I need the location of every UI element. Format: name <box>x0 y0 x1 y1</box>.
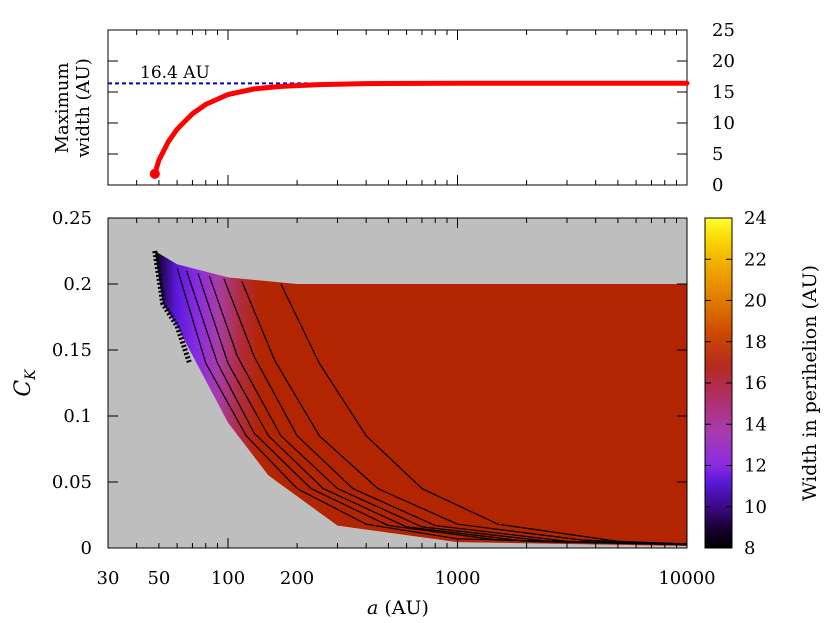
x-tick-label: 200 <box>280 568 314 589</box>
x-tick-label: 10000 <box>658 568 715 589</box>
top-y-tick-label: 25 <box>712 20 735 41</box>
max-width-curve <box>152 80 690 177</box>
top-y-label-line1: Maximum <box>52 63 73 154</box>
x-tick-label: 30 <box>97 568 120 589</box>
bottom-x-label: a (AU) <box>367 597 429 619</box>
bottom-y-tick-label: 0.2 <box>63 274 92 295</box>
colorbar-tick-label: 16 <box>744 373 767 394</box>
x-tick-label: 100 <box>211 568 245 589</box>
bottom-plot-frame <box>107 217 688 549</box>
heatmap-saturated-region <box>280 284 687 546</box>
top-y-tick-label: 10 <box>712 113 735 134</box>
bottom-y-ticks: 0 0.05 0.1 0.15 0.2 0.25 <box>52 208 687 559</box>
colorbar-label: Width in perihelion (AU) <box>799 265 821 501</box>
colorbar-ticks: 8 10 12 14 16 18 20 22 24 <box>705 208 767 559</box>
contour-lines <box>176 268 687 546</box>
top-y-tick-label: 20 <box>712 51 735 72</box>
max-width-annotation: 16.4 AU <box>140 63 210 83</box>
contour-line <box>280 283 687 545</box>
x-tick-label: 50 <box>147 568 170 589</box>
top-y-label-line2: width (AU) <box>73 58 94 157</box>
max-width-start-point <box>149 168 160 179</box>
colorbar-tick-label: 18 <box>744 332 767 353</box>
bottom-y-tick-label: 0.25 <box>52 208 92 229</box>
colorbar-tick-label: 20 <box>744 291 767 312</box>
top-y-ticks: 0 5 10 15 20 25 <box>108 20 735 196</box>
top-panel: 0 5 10 15 20 25 16.4 AU Maximum width (AU) <box>52 20 735 196</box>
top-y-tick-label: 15 <box>712 82 735 103</box>
bottom-panel: 30 50 100 200 1000 10000 00.050.10.150.20.25 … <box>11 208 716 619</box>
top-y-tick-label: 5 <box>712 144 723 165</box>
x-label-var: a <box>367 597 378 619</box>
y-label-var: C <box>11 380 36 397</box>
colorbar-tick-label: 8 <box>744 538 755 559</box>
colorbar: 8 10 12 14 16 18 20 22 24 Width in perihelion (A… <box>704 208 821 559</box>
colorbar-tick-label: 10 <box>744 497 767 518</box>
x-label-unit: (AU) <box>378 597 429 619</box>
contour-line <box>241 281 687 545</box>
contour-line <box>186 270 687 546</box>
bottom-y-tick-label: 0.15 <box>52 340 92 361</box>
x-tick-label: 1000 <box>435 568 481 589</box>
colorbar-tick-label: 12 <box>744 456 767 477</box>
bottom-y-label: CK <box>11 368 39 397</box>
bottom-y-tick-label: 0.1 <box>63 406 92 427</box>
bottom-x-ticks: 30 50 100 200 1000 10000 <box>97 218 716 589</box>
bottom-y-tick-label: 0 <box>81 538 92 559</box>
bottom-y-tick-label: 0.05 <box>52 472 92 493</box>
contour-line <box>197 273 687 546</box>
y-label-sub: K <box>23 368 39 381</box>
top-plot-frame <box>107 29 688 186</box>
colorbar-tick-label: 24 <box>744 208 767 229</box>
top-y-tick-label: 0 <box>712 175 723 196</box>
colorbar-tick-label: 22 <box>744 249 767 270</box>
contour-line <box>208 275 687 545</box>
contour-line <box>223 278 687 545</box>
colorbar-tick-label: 14 <box>744 414 767 435</box>
top-x-ticks <box>107 30 688 185</box>
